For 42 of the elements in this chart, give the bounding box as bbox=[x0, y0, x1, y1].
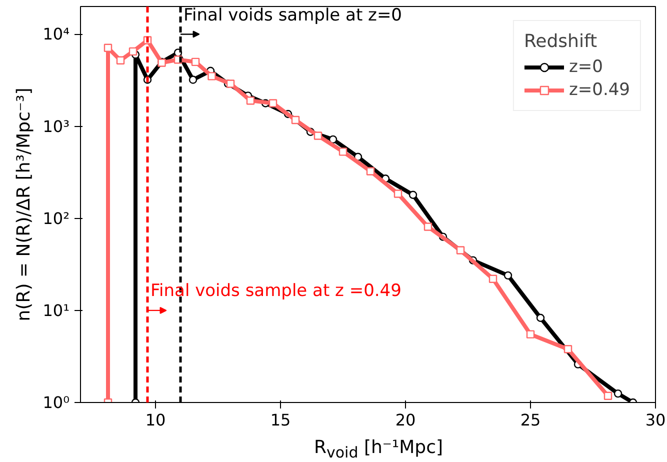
point bbox=[536, 314, 545, 322]
point bbox=[408, 190, 418, 199]
y-tick-label: 10² bbox=[42, 208, 70, 228]
point bbox=[291, 116, 300, 124]
point bbox=[338, 148, 348, 156]
y-tick-label: 10⁰ bbox=[42, 393, 70, 412]
y-tick-label: 10¹ bbox=[42, 300, 70, 320]
point bbox=[328, 135, 338, 144]
point bbox=[456, 246, 465, 254]
point bbox=[488, 274, 498, 283]
y-tick-label: 10⁴ bbox=[42, 24, 70, 44]
legend-title: Redshift bbox=[524, 31, 598, 52]
x-tick-label: 25 bbox=[520, 410, 541, 430]
annotation: Final voids sample at z=0 bbox=[184, 6, 402, 26]
annotation: Final voids sample at z =0.49 bbox=[150, 281, 402, 302]
point bbox=[191, 58, 200, 66]
point bbox=[614, 389, 622, 398]
legend-label: z=0.49 bbox=[568, 80, 630, 100]
x-tick-label: 30 bbox=[645, 410, 666, 430]
y-tick-label: 10³ bbox=[42, 116, 70, 136]
point bbox=[504, 271, 512, 280]
x-tick-label: 15 bbox=[270, 410, 291, 430]
x-tick-label: 20 bbox=[395, 410, 416, 430]
point bbox=[394, 190, 402, 198]
point bbox=[564, 345, 572, 354]
point bbox=[604, 392, 612, 400]
x-tick-label: 10 bbox=[145, 410, 166, 430]
point bbox=[128, 47, 138, 56]
point bbox=[116, 56, 125, 64]
point bbox=[208, 72, 216, 80]
point bbox=[424, 222, 432, 231]
point bbox=[314, 132, 322, 140]
point bbox=[188, 76, 198, 84]
x-axis-title: R$_{void}$ [h⁻¹Mpc] bbox=[314, 437, 443, 462]
point bbox=[226, 80, 235, 88]
point bbox=[104, 44, 112, 52]
legend-label: z=0 bbox=[568, 57, 603, 77]
point bbox=[526, 330, 535, 338]
y-axis-title: n(R) = N(R)/ΔR [h³/Mpc⁻³] bbox=[14, 88, 35, 322]
point bbox=[268, 99, 278, 108]
point bbox=[246, 96, 255, 105]
point bbox=[366, 167, 375, 176]
